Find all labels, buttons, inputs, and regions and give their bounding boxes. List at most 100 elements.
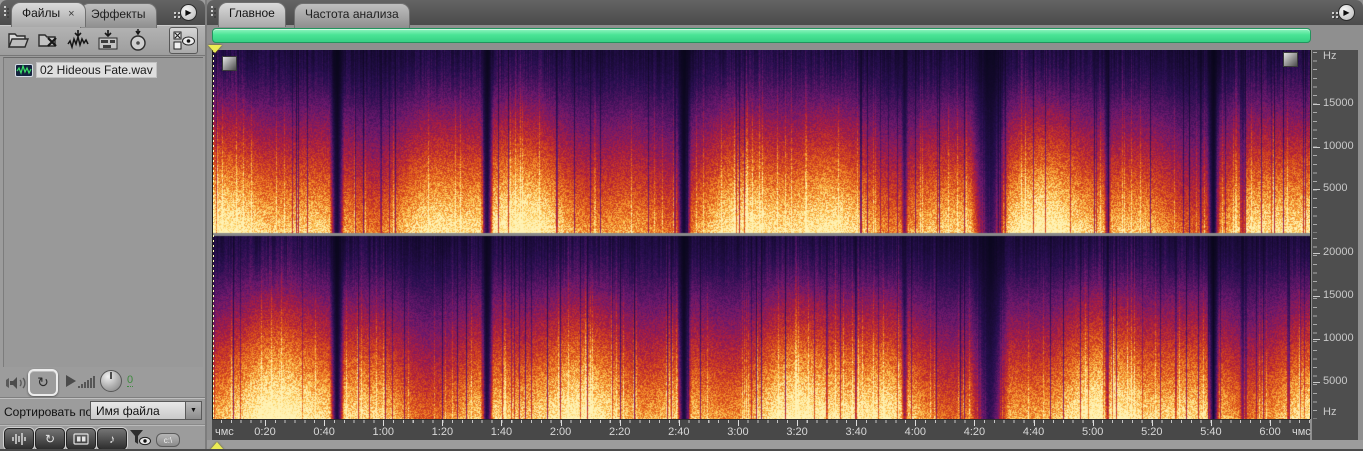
tab-files[interactable]: Файлы × [11, 2, 86, 27]
volume-bars-icon[interactable] [77, 375, 97, 389]
path-badge-label: c:\ [163, 435, 173, 445]
ruler-major-tick [1313, 253, 1320, 254]
timeline-label: 4:40 [1022, 426, 1045, 438]
show-audio-files-toggle[interactable] [4, 428, 34, 450]
playhead-line[interactable] [213, 50, 214, 419]
import-session-button[interactable] [96, 28, 120, 52]
tab-main-view[interactable]: Главное [218, 2, 286, 27]
film-icon [73, 433, 89, 445]
freq-label-top: 15000 [1323, 97, 1354, 109]
window-bottom-edge [0, 449, 1363, 451]
show-loop-files-toggle[interactable]: ↻ [35, 428, 65, 450]
timeline-label: 2:00 [549, 426, 572, 438]
filter-view-button[interactable] [128, 428, 152, 448]
file-list-item[interactable]: 02 Hideous Fate.wav [15, 62, 157, 78]
timeline-major-tick [1270, 420, 1272, 426]
open-file-button[interactable] [6, 28, 30, 52]
files-panel: Файлы × Эффекты ▶ [0, 0, 205, 451]
ruler-major-tick [1313, 147, 1320, 148]
freq-label-bottom: 20000 [1323, 246, 1354, 258]
panel-menu-arrow-icon: ▶ [180, 4, 197, 21]
timeline-label: 4:20 [963, 426, 986, 438]
files-panel-tabbar: Файлы × Эффекты ▶ [0, 0, 205, 28]
spectrogram-canvas[interactable] [213, 50, 1310, 419]
freq-unit-bottom: Hz [1323, 406, 1337, 418]
music-note-icon: ♪ [109, 432, 115, 446]
preview-play-button[interactable] [66, 375, 76, 387]
ruler-major-tick [1313, 104, 1320, 105]
timeline-label: 2:40 [668, 426, 690, 438]
timeline-major-tick [383, 420, 385, 426]
panel-options-toggle[interactable] [169, 27, 198, 54]
dropdown-arrow-icon[interactable]: ▼ [185, 402, 201, 419]
panel-grip-icon[interactable] [4, 6, 6, 8]
preview-volume-knob[interactable] [100, 370, 122, 392]
close-file-button[interactable] [36, 28, 60, 52]
funnel-eye-icon [130, 430, 151, 446]
boundary-handle-right[interactable] [1283, 52, 1298, 67]
ruler-major-tick [1313, 382, 1320, 383]
filter-row: ↻ ♪ c:\ [0, 424, 205, 451]
tab-files-label: Файлы [22, 6, 61, 20]
timeline-label: 0:40 [313, 426, 335, 438]
loop-icon: ↻ [44, 432, 56, 446]
show-full-path-toggle[interactable]: c:\ [156, 433, 180, 447]
navigation-strip [207, 25, 1363, 46]
timeline-major-tick [974, 420, 976, 426]
panel-menu-dots-icon [1332, 11, 1334, 14]
ruler-ticks [1313, 52, 1317, 233]
timeline-major-tick [678, 420, 680, 426]
frequency-ruler[interactable]: Hz Hz 15000 10000 5000 20000 15000 10000 5000 [1312, 50, 1358, 440]
loop-preview-toggle[interactable]: ↻ [28, 369, 58, 396]
boundary-handle-left[interactable] [222, 56, 237, 71]
panel-grip-icon[interactable] [211, 6, 213, 8]
import-session-icon [98, 30, 118, 50]
sort-dropdown[interactable]: Имя файла ▼ [90, 401, 202, 420]
freq-label-top: 5000 [1323, 182, 1348, 194]
preview-volume-value[interactable]: 0 [127, 374, 134, 387]
tab-frequency-analysis[interactable]: Частота анализа [294, 3, 410, 28]
timeline-label: 4:00 [904, 426, 927, 438]
timeline-label: 1:00 [372, 426, 394, 438]
import-cd-button[interactable] [126, 28, 150, 52]
tab-effects-label: Эффекты [91, 7, 146, 21]
time-format-right: чмс [1292, 426, 1311, 438]
playhead-marker-bottom[interactable] [210, 442, 224, 450]
timeline-major-tick [1151, 420, 1153, 426]
show-video-files-toggle[interactable] [66, 428, 96, 450]
timeline-label: 5:00 [1081, 426, 1104, 438]
ruler-major-tick [1313, 296, 1320, 297]
autoplay-speaker-button[interactable] [4, 371, 28, 395]
timeline-label: 5:20 [1141, 426, 1163, 438]
zoom-navigation-bar[interactable] [212, 28, 1311, 43]
timeline-major-tick [1210, 420, 1212, 426]
timeline-ruler[interactable]: чмс чмс 0:20 0:40 1:00 1:20 1:40 2:00 2:20 2:40… [212, 419, 1311, 441]
freq-label-bottom: 5000 [1323, 375, 1348, 387]
show-midi-files-toggle[interactable]: ♪ [97, 428, 127, 450]
selection-strip [207, 440, 1363, 451]
timeline-major-tick [797, 420, 799, 426]
files-panel-menu-button[interactable]: ▶ [174, 4, 197, 21]
playhead-marker-top[interactable] [208, 45, 222, 53]
timeline-label: 5:40 [1200, 426, 1222, 438]
import-cd-icon [130, 29, 146, 51]
tab-close-icon[interactable]: × [68, 8, 75, 20]
timeline-label: 1:20 [431, 426, 454, 438]
checkbox-eye-icon [173, 31, 195, 50]
ruler-major-tick [1313, 339, 1320, 340]
timeline-major-tick [442, 420, 444, 426]
timeline-major-tick [560, 420, 562, 426]
time-format-left: чмс [215, 426, 234, 438]
timeline-label: 2:20 [609, 426, 631, 438]
sort-label: Сортировать по: [4, 405, 96, 419]
timeline-major-tick [737, 420, 739, 426]
panel-menu-arrow-icon: ▶ [1338, 4, 1355, 21]
spectral-display[interactable] [212, 50, 1311, 419]
tab-effects[interactable]: Эффекты [80, 3, 157, 28]
file-list[interactable]: 02 Hideous Fate.wav [3, 57, 203, 367]
main-panel-menu-button[interactable]: ▶ [1332, 4, 1355, 21]
sort-dropdown-value: Имя файла [96, 403, 160, 418]
import-audio-button[interactable] [66, 28, 90, 52]
audio-file-icon [15, 63, 33, 77]
main-panel-tabbar: Главное Частота анализа ▶ [207, 0, 1363, 28]
